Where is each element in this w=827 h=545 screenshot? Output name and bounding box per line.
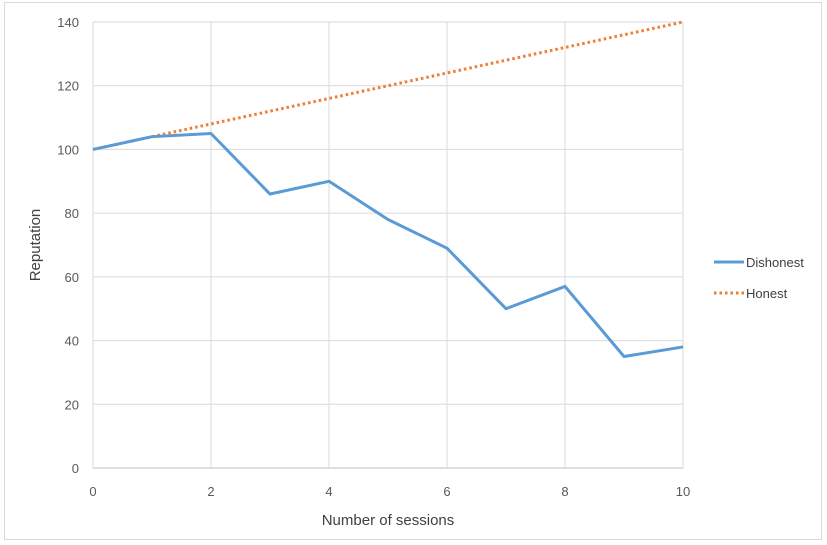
y-tick-label: 0 xyxy=(72,461,79,476)
y-axis-ticks: 0 20 40 60 80 100 120 140 xyxy=(57,15,79,476)
series-line-honest xyxy=(92,20,684,151)
grid xyxy=(92,21,684,469)
y-tick-label: 80 xyxy=(65,206,79,221)
y-tick-label: 100 xyxy=(57,142,79,157)
x-tick-label: 10 xyxy=(676,484,690,499)
x-axis-ticks: 0 2 4 6 8 10 xyxy=(89,484,690,499)
series-dishonest xyxy=(92,132,684,358)
y-tick-label: 140 xyxy=(57,15,79,30)
x-tick-label: 4 xyxy=(325,484,332,499)
y-tick-label: 20 xyxy=(65,397,79,412)
series-lines xyxy=(92,20,684,358)
x-tick-label: 8 xyxy=(561,484,568,499)
chart-frame xyxy=(4,2,822,540)
y-tick-label: 40 xyxy=(65,334,79,349)
x-tick-label: 6 xyxy=(443,484,450,499)
legend-label-dishonest: Dishonest xyxy=(746,255,804,270)
y-tick-label: 120 xyxy=(57,79,79,94)
x-tick-label: 2 xyxy=(207,484,214,499)
x-tick-label: 0 xyxy=(89,484,96,499)
series-line-dishonest xyxy=(92,132,684,358)
y-axis-title: Reputation xyxy=(27,209,44,282)
y-tick-label: 60 xyxy=(65,270,79,285)
x-axis-title: Number of sessions xyxy=(322,512,455,529)
legend: Dishonest Honest xyxy=(714,255,804,301)
legend-label-honest: Honest xyxy=(746,286,788,301)
